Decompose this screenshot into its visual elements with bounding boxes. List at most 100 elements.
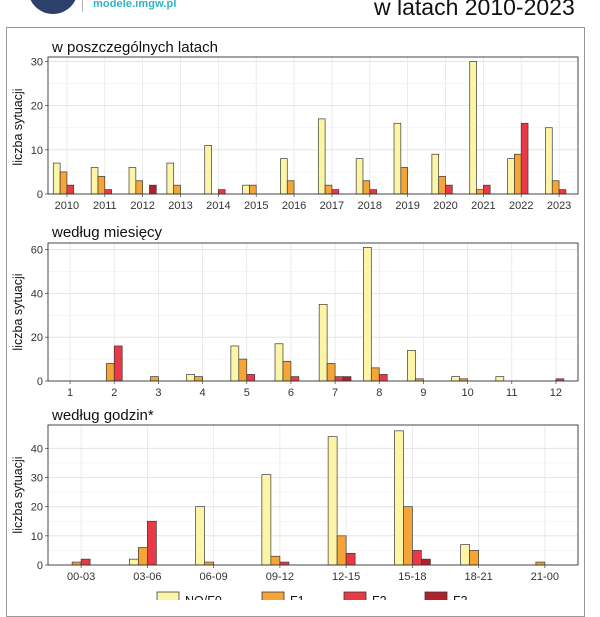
- bar: [393, 122, 402, 195]
- bar: [113, 345, 123, 382]
- bar: [362, 180, 371, 195]
- bar: [451, 376, 460, 382]
- y-tick-label: 30: [31, 473, 43, 485]
- y-tick-label: 10: [31, 531, 43, 543]
- x-tick-label: 2011: [93, 200, 117, 212]
- bar: [558, 189, 567, 195]
- bar: [129, 558, 139, 566]
- plot-frame: [47, 424, 579, 566]
- y-axis-label: liczba sytuacji: [11, 273, 25, 350]
- x-tick-label: 21-00: [531, 571, 559, 583]
- x-tick-label: 6: [288, 387, 294, 399]
- bar: [97, 175, 106, 195]
- bar: [218, 189, 226, 195]
- bar: [52, 162, 61, 195]
- legend-swatch: [156, 591, 180, 600]
- legend-label: NO/F0: [185, 594, 222, 600]
- bar: [104, 189, 112, 195]
- bar: [394, 430, 404, 566]
- bar: [230, 345, 240, 382]
- plot-frame: [47, 242, 579, 382]
- bar: [166, 162, 175, 195]
- header-separator: [82, 0, 83, 12]
- x-tick-label: 2020: [433, 200, 457, 212]
- y-axis-label: liczba sytuacji: [11, 88, 25, 165]
- bar: [355, 158, 364, 195]
- bar: [331, 189, 340, 195]
- bar: [378, 374, 388, 382]
- x-tick-label: 5: [244, 387, 250, 399]
- bar: [173, 184, 181, 195]
- bar: [261, 474, 272, 566]
- x-tick-label: 8: [376, 387, 382, 399]
- legend-label: F3: [453, 594, 468, 600]
- y-tick-label: 40: [31, 443, 43, 455]
- bar: [407, 349, 416, 382]
- x-tick-label: 2016: [282, 200, 306, 212]
- y-tick-label: 20: [31, 332, 43, 344]
- bar: [370, 367, 380, 382]
- bar: [105, 363, 115, 382]
- bar: [280, 158, 288, 195]
- y-tick-label: 40: [31, 288, 43, 300]
- x-tick-label: 7: [332, 387, 338, 399]
- y-tick-label: 60: [31, 245, 43, 257]
- x-tick-label: 09-12: [266, 571, 294, 583]
- bar: [147, 520, 157, 566]
- plot-frame: [47, 56, 579, 195]
- bar: [204, 145, 212, 195]
- x-tick-label: 2: [111, 387, 117, 399]
- x-tick-label: 06-09: [200, 571, 228, 583]
- x-tick-label: 2010: [55, 200, 79, 212]
- bar: [326, 363, 336, 382]
- bar: [445, 184, 453, 195]
- x-tick-label: 2012: [130, 200, 154, 212]
- bar: [421, 558, 431, 566]
- bar: [345, 552, 356, 566]
- x-tick-label: 2023: [547, 200, 571, 212]
- x-tick-label: 4: [200, 387, 206, 399]
- chart-title: według miesięcy: [51, 224, 163, 241]
- bar: [194, 376, 203, 382]
- bar: [483, 184, 491, 195]
- bar: [66, 184, 75, 195]
- y-axis-label: liczba sytuacji: [11, 456, 25, 533]
- bar: [545, 127, 553, 195]
- bar: [476, 189, 484, 195]
- header-url[interactable]: modele.imgw.pl: [93, 0, 177, 10]
- chart-panel-3: według godzin* liczba sytuacji 0 10 20 30 40 00…: [11, 407, 579, 583]
- bar: [135, 180, 143, 195]
- bar: [431, 153, 440, 195]
- x-tick-label: 2019: [395, 200, 419, 212]
- bar: [514, 153, 522, 195]
- y-tick-label: 30: [31, 56, 43, 68]
- x-tick-label: 9: [420, 387, 426, 399]
- legend-label: F2: [372, 594, 387, 600]
- x-tick-label: 1: [67, 387, 73, 399]
- bar: [317, 118, 326, 195]
- bar: [138, 547, 148, 566]
- bar: [507, 158, 515, 195]
- bar: [438, 175, 446, 195]
- bar: [495, 376, 505, 382]
- bar: [336, 535, 347, 566]
- bar: [282, 360, 292, 382]
- bar: [150, 376, 159, 382]
- bar: [286, 180, 295, 195]
- x-tick-label: 15-18: [398, 571, 426, 583]
- imgw-logo: [28, 0, 78, 14]
- y-tick-label: 20: [31, 502, 43, 514]
- legend-swatch: [261, 591, 285, 600]
- bar: [342, 376, 352, 382]
- legend-label: F1: [290, 594, 305, 600]
- chart-panel-1: w poszczególnych latach liczba sytuacji 0 1…: [11, 39, 579, 212]
- bar: [412, 550, 422, 566]
- bar: [334, 376, 344, 382]
- bar: [90, 167, 99, 195]
- bar: [363, 247, 372, 382]
- y-tick-label: 10: [31, 145, 43, 157]
- x-tick-label: 03-06: [133, 571, 161, 583]
- y-tick-label: 0: [37, 189, 43, 201]
- x-tick-label: 18-21: [465, 571, 493, 583]
